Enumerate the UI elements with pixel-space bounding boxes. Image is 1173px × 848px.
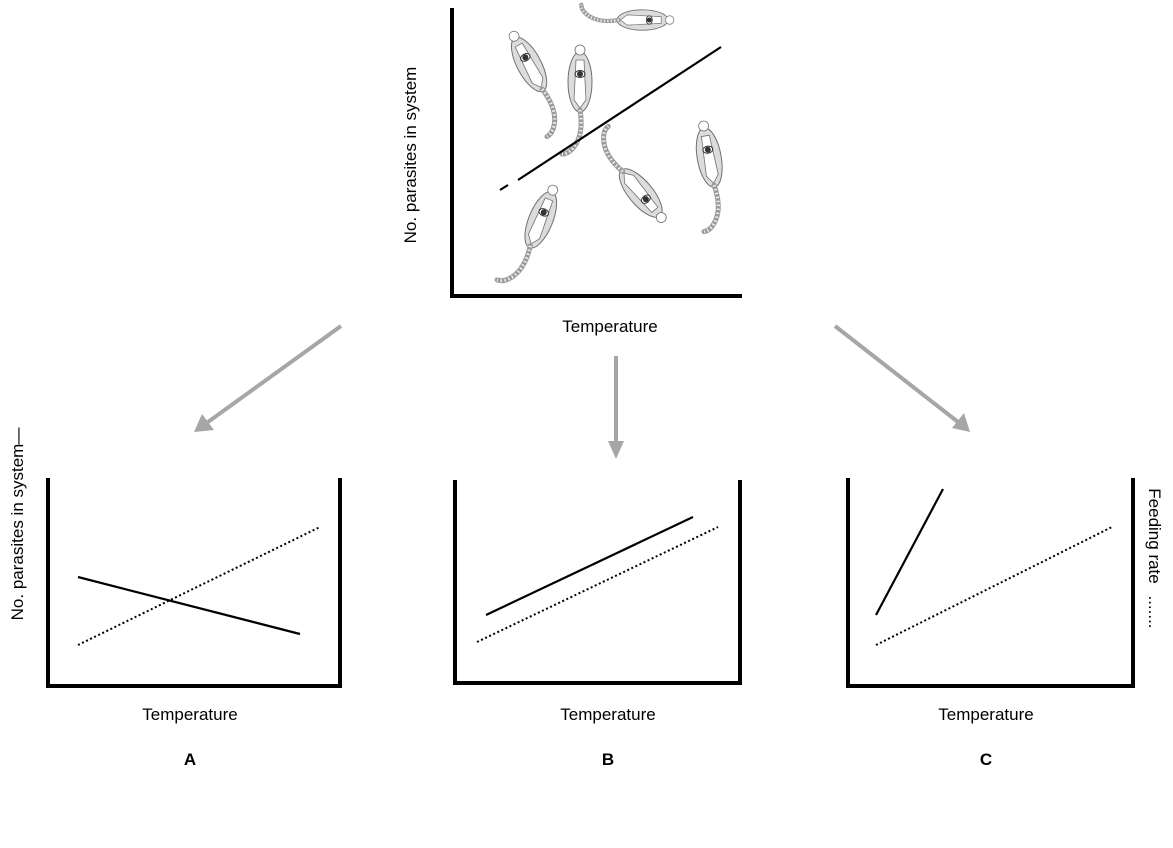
copepod-icon — [581, 5, 674, 31]
panel-a-parasite-line — [77, 575, 301, 636]
copepod-icon — [685, 119, 733, 232]
arrow-to-a — [194, 324, 343, 432]
panel-c-letter: C — [980, 750, 992, 769]
panel-b-parasite-line — [485, 516, 694, 616]
copepod-icon — [585, 126, 678, 229]
arrow-icon — [194, 414, 214, 432]
top-trend-line — [517, 46, 722, 181]
panel-c-x-axis-label: Temperature — [938, 705, 1033, 724]
panel-c-parasite-line — [875, 488, 944, 616]
panel-b-feeding-rate-line — [476, 526, 719, 643]
panel-a-x-axis-label: Temperature — [142, 705, 237, 724]
copepod-icon — [497, 179, 566, 291]
legend-solid-glyph: — — [8, 428, 27, 445]
top-panel: No. parasites in system Temperature — [401, 5, 742, 336]
top-x-axis-label: Temperature — [562, 317, 657, 336]
copepod-icon — [496, 26, 574, 136]
panel-c-axes — [846, 478, 1135, 688]
panel-a-y-axis-label: No. parasites in system — [8, 444, 27, 621]
panel-a-axes — [46, 478, 342, 688]
top-y-axis-label: No. parasites in system — [401, 67, 420, 244]
copepod-icon — [562, 45, 592, 154]
panel-b-axes — [453, 480, 742, 685]
arrow-to-b — [608, 356, 624, 459]
panel-b-letter: B — [602, 750, 614, 769]
arrow-icon — [608, 441, 624, 459]
panel-c: Feeding rate ....... Temperature C — [846, 478, 1164, 769]
legend-dotted-glyph: ....... — [1145, 595, 1164, 628]
arrow-to-c — [833, 324, 970, 432]
arrow-icon — [952, 413, 970, 432]
top-axes — [450, 8, 742, 298]
panel-c-feeding-rate-line — [875, 526, 1113, 646]
panel-c-y-axis-label-right: Feeding rate — [1145, 488, 1164, 583]
panel-a: No. parasites in system — Temperature A — [8, 428, 342, 769]
panel-b-x-axis-label: Temperature — [560, 705, 655, 724]
top-trend-line-segment — [499, 184, 509, 191]
panel-b: Temperature B — [453, 480, 742, 769]
panel-a-letter: A — [184, 750, 196, 769]
